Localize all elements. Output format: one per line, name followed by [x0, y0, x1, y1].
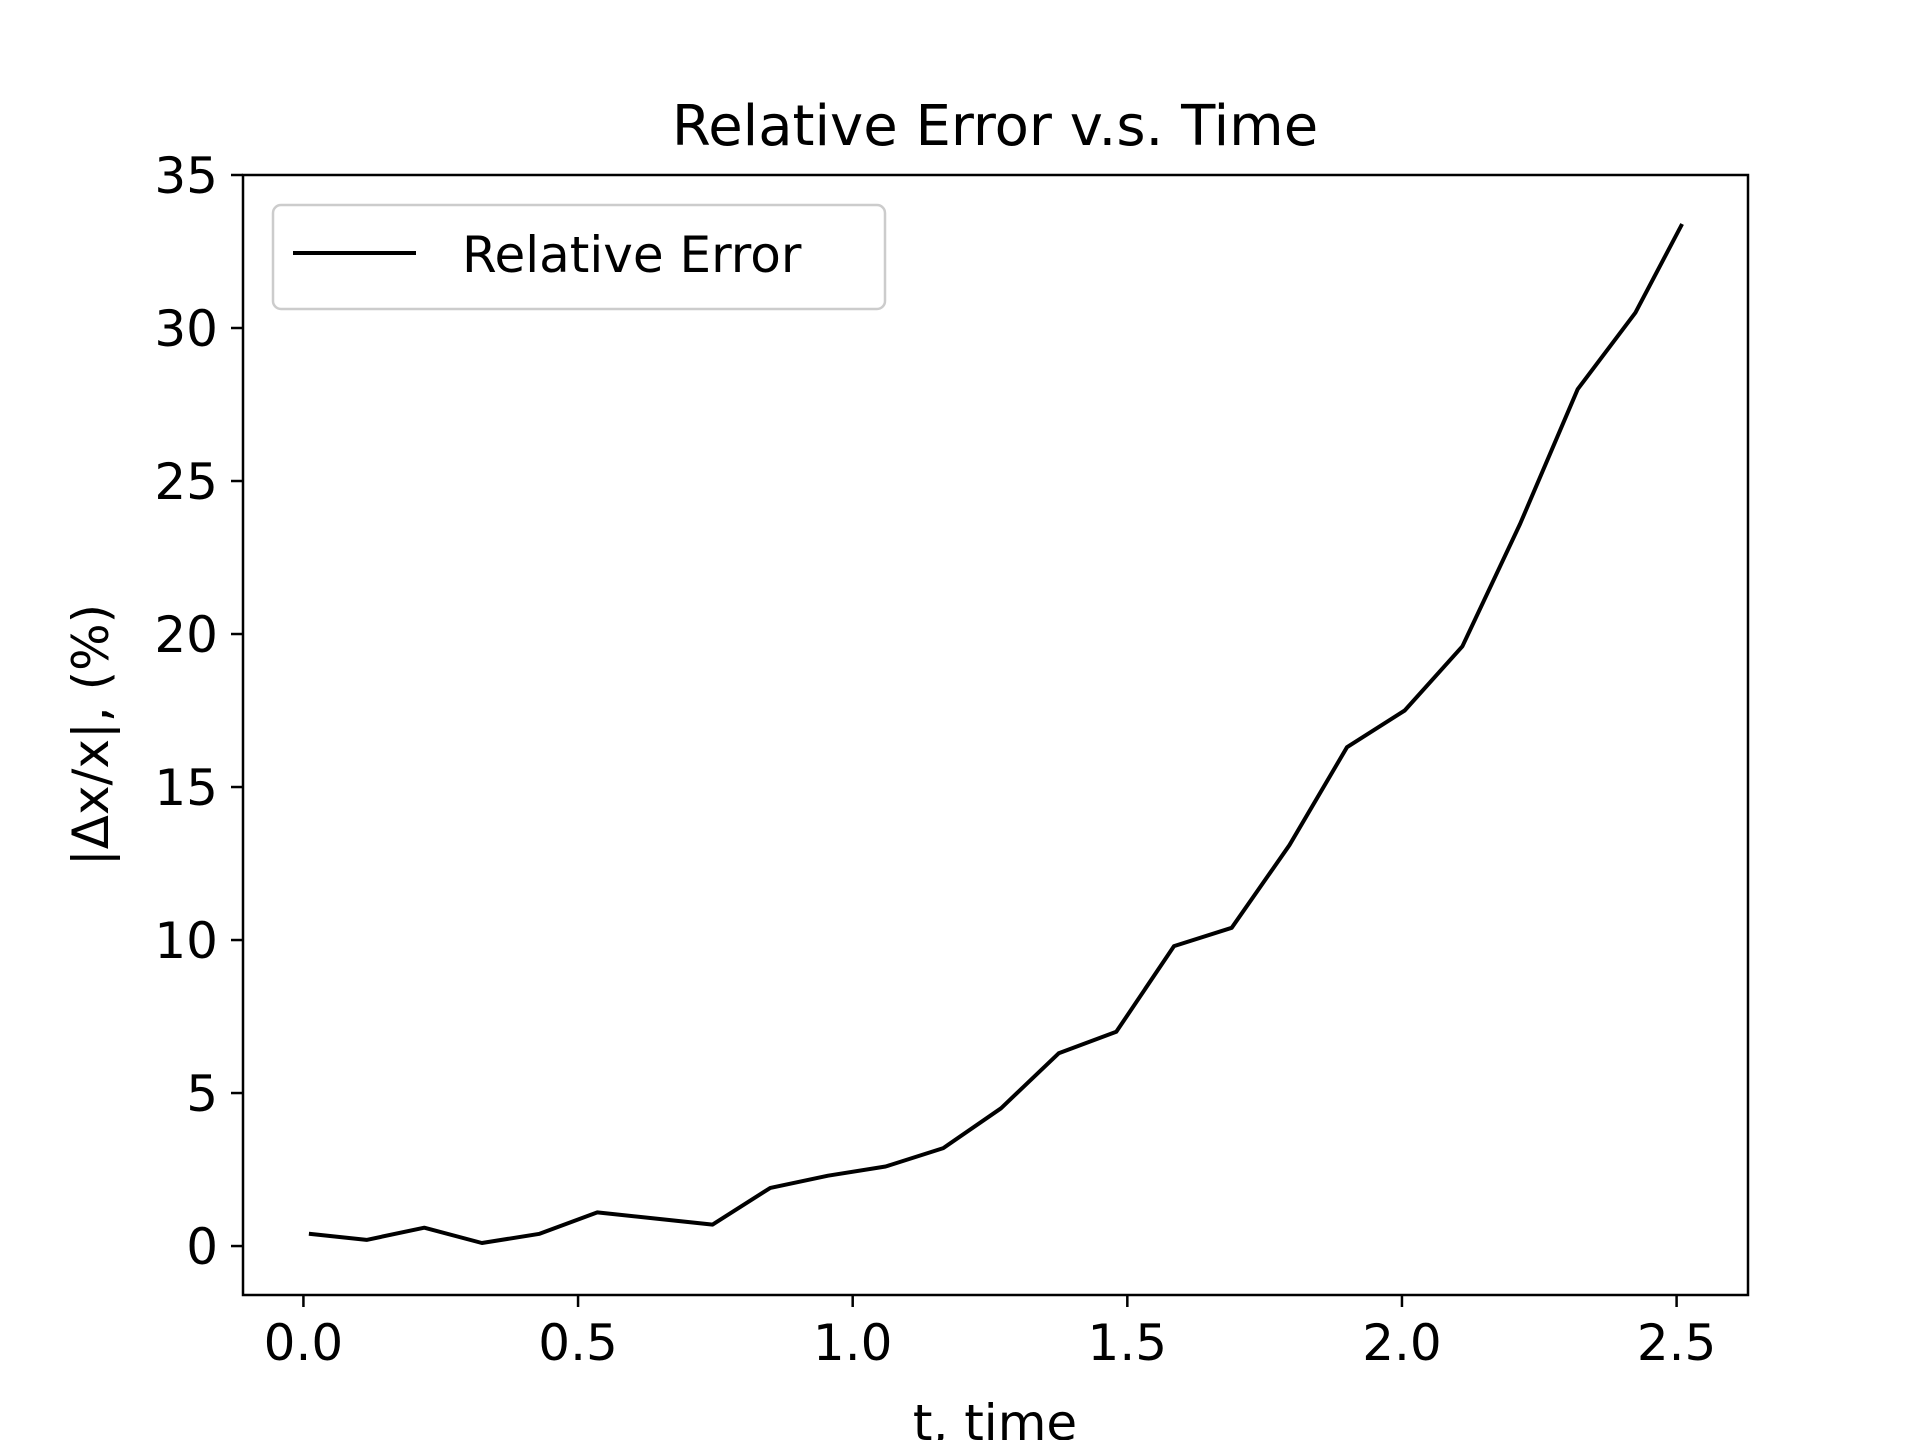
x-tick-label: 0.5 [538, 1314, 618, 1372]
y-tick-label: 25 [154, 453, 218, 511]
legend-label: Relative Error [462, 226, 802, 284]
chart-title: Relative Error v.s. Time [672, 94, 1318, 159]
y-tick-label: 10 [154, 912, 218, 970]
x-tick-label: 2.0 [1362, 1314, 1442, 1372]
x-axis: 0.0 0.5 1.0 1.5 2.0 2.5 [264, 1295, 1717, 1372]
series-line [308, 223, 1684, 1245]
y-tick-label: 35 [154, 147, 218, 205]
y-tick-label: 0 [186, 1218, 218, 1276]
x-tick-label: 1.0 [813, 1314, 893, 1372]
y-tick-label: 5 [186, 1065, 218, 1123]
x-tick-label: 0.0 [264, 1314, 344, 1372]
y-axis: 0 5 10 15 20 25 30 35 [154, 147, 243, 1276]
y-axis-label: |Δx/x|, (%) [62, 604, 120, 866]
y-tick-label: 20 [154, 606, 218, 664]
plot-area [241, 173, 1750, 1297]
y-tick-label: 15 [154, 759, 218, 817]
x-tick-label: 1.5 [1088, 1314, 1168, 1372]
legend: Relative Error [271, 203, 887, 311]
series-layer [308, 223, 1684, 1245]
legend-box [271, 203, 887, 311]
x-axis-label: t, time [913, 1394, 1077, 1440]
x-tick-label: 2.5 [1637, 1314, 1717, 1372]
y-tick-label: 30 [154, 300, 218, 358]
